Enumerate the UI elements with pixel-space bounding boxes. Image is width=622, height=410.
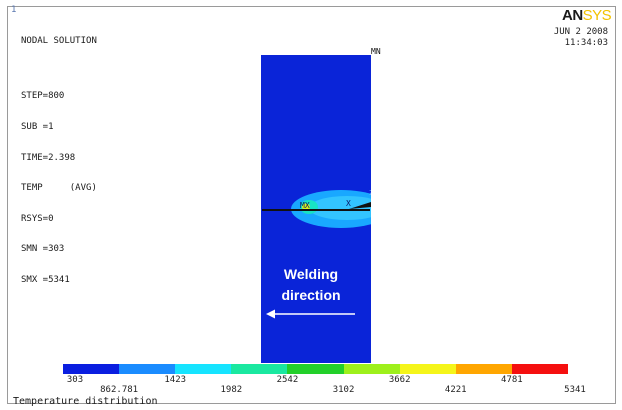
legend-swatch (175, 364, 232, 374)
annotation-line: Welding (283, 266, 339, 282)
left-arrow-icon (266, 309, 355, 319)
legend-swatch (455, 364, 512, 374)
legend-tick: 3662 (388, 375, 411, 385)
x-axis-label: X (346, 199, 351, 208)
info-line: NODAL SOLUTION (21, 36, 97, 47)
date-text: JUN 2 2008 (553, 27, 608, 37)
legend-swatch (63, 364, 120, 374)
svg-text:Z: Z (369, 189, 371, 197)
annotation-line: direction (281, 287, 341, 303)
mn-label: MN (371, 47, 381, 56)
ansys-logo: ANSYS (562, 7, 612, 24)
timestamp: JUN 2 2008 11:34:03 (554, 27, 608, 48)
legend-tick: 4781 (501, 375, 523, 385)
legend-tick: 862.781 (100, 385, 139, 395)
info-line: STEP=800 (21, 91, 65, 102)
window-number: 1 (11, 5, 17, 15)
info-line (21, 67, 97, 71)
legend-tick: 5341 (564, 385, 586, 395)
legend-swatch (343, 364, 400, 374)
mx-label: MX (300, 201, 310, 210)
welding-direction-text: Welding direction (262, 264, 360, 306)
time-text: 11:34:03 (564, 37, 608, 48)
legend-lower-ticks: 862.781 1982 3102 4221 5341 (0, 385, 622, 397)
legend-swatch (399, 364, 456, 374)
info-line: TEMP (AVG) (21, 183, 97, 194)
figure-caption: Temperature distribution (13, 396, 158, 407)
info-line: SMN =303 (21, 244, 65, 255)
legend-tick: 2542 (276, 375, 299, 385)
info-line: SMX =5341 (21, 275, 70, 286)
legend-tick: 1982 (220, 385, 243, 395)
weld-path-line (262, 209, 370, 211)
info-line: TIME=2.398 (21, 152, 76, 163)
legend-tick: 303 (66, 375, 84, 385)
legend-tick: 1423 (164, 375, 187, 385)
info-line: SUB =1 (21, 122, 54, 133)
legend-tick: 3102 (332, 385, 355, 395)
legend-swatch (231, 364, 288, 374)
legend-swatch (119, 364, 176, 374)
color-legend (63, 364, 568, 374)
legend-swatch (511, 364, 568, 374)
legend-swatch (287, 364, 344, 374)
heat-zone: Z (291, 189, 371, 228)
legend-tick: 4221 (444, 385, 467, 395)
legend-upper-ticks: 303 1423 2542 3662 4781 (0, 375, 622, 387)
solution-info: NODAL SOLUTION STEP=800 SUB =1 TIME=2.39… (21, 16, 97, 295)
info-line: RSYS=0 (21, 213, 54, 224)
